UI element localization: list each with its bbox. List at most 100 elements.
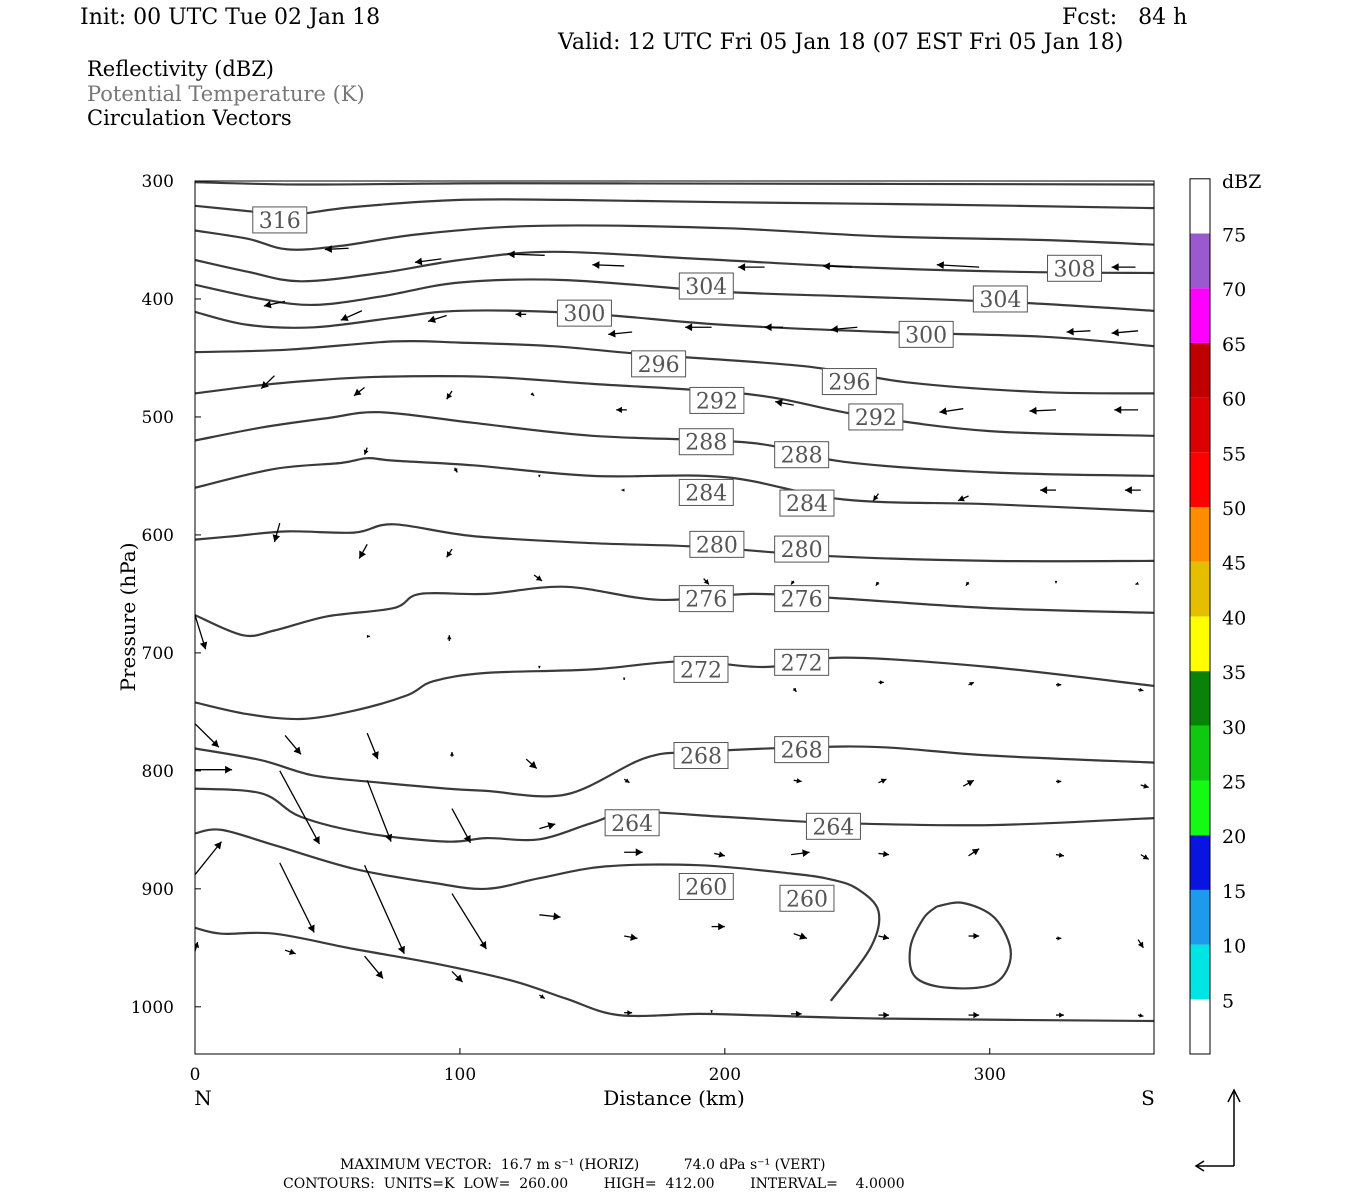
contour-label-box [779,884,835,912]
contour-label-box [972,285,1028,313]
circulation-vector [364,955,384,979]
vector-head [530,392,535,396]
vector-shaft [279,770,321,845]
contour-label-text: 296 [828,371,870,396]
contour-label-text: 276 [781,588,823,613]
vector-head [703,579,709,585]
vector-shaft [363,864,405,954]
contour-labels: 316 308 304 304 300 300 296 296 292 292 288 288 284 2… [252,206,1103,912]
isentrope-line [195,309,1154,348]
circulation-vector [791,1010,802,1018]
forecast-hour-label: Fcst: 84 h [1062,5,1188,30]
vector-head [635,848,643,857]
vector-head [873,494,879,501]
vector-head [622,677,626,681]
vector-head [272,534,281,542]
circulation-vector [878,934,890,941]
vector-head [454,974,463,983]
vector-head [624,778,630,783]
vector-head [1029,406,1037,415]
vector-head [973,932,980,940]
circulation-vector [624,933,638,941]
vector-head [1111,328,1119,337]
circulation-vector [1029,406,1057,415]
contour-label: 280 [689,530,745,558]
circulation-vector [1055,936,1062,941]
contour-label: 296 [821,368,877,396]
y-tick-label: 700 [142,644,174,664]
x-tick-label: 100 [444,1065,476,1085]
vector-head [792,687,797,692]
y-tick-label: 900 [142,880,174,900]
circulation-vector [284,948,296,955]
circulation-vector [872,493,880,502]
init-time-label: Init: 00 UTC Tue 02 Jan 18 [80,5,381,30]
contour-label: 284 [779,489,835,517]
colorbar-frame [1189,178,1211,1055]
contour-label-box [774,441,830,469]
isentrope-line [195,198,1154,217]
vector-head [718,851,725,858]
colorbar-segment [1190,999,1210,1054]
contour-label: 288 [774,441,830,469]
circulation-vector [451,808,472,844]
circulation-vector [1114,406,1139,414]
vector-head [802,849,810,857]
contour-label: 292 [689,386,745,414]
vector-head [883,850,890,858]
vector-head [1111,263,1119,271]
vector-head [791,580,795,585]
circulation-vector [710,1010,713,1013]
vector-head [515,311,522,318]
y-tick-label: 500 [142,408,174,428]
circulation-vector [962,779,975,787]
vector-head [592,261,600,269]
contour-label-text: 268 [781,739,823,764]
vector-head [616,406,622,414]
circulation-vector [1040,486,1056,494]
colorbar-tick-label: 55 [1222,443,1246,465]
circulation-vector [622,677,626,681]
plot-frame [194,180,1155,1055]
y-tick-label: 1000 [131,998,174,1018]
vector-head [630,933,638,941]
colorbar-segment [1190,725,1210,781]
axes: 300 400 500 600 700 800 900 1000 0 100 200 300 Dista… [116,172,1155,1110]
colorbar-tick-label: 65 [1222,334,1246,356]
circulation-vector [453,467,458,473]
circulation-vector [353,386,365,397]
contour-label: 288 [678,428,734,456]
contour-label-text: 292 [855,406,897,431]
circulation-vector [878,850,890,858]
vector-head [621,488,625,492]
isentrope-line [195,457,1154,513]
contour-label-box [1047,254,1103,282]
contour-label-text: 272 [781,651,823,676]
vector-shaft [195,841,222,876]
contour-label: 296 [631,350,687,378]
circulation-vector [1140,854,1150,860]
circulation-vector [366,732,379,760]
y-tick-label: 800 [142,762,174,782]
vector-head [528,761,537,769]
vector-head [1059,1012,1064,1018]
vector-head [939,407,947,416]
vector-head [539,994,545,999]
vector-head [1135,581,1139,585]
colorbar-segment [1190,288,1210,343]
vector-head [366,634,370,638]
contour-label-text: 260 [786,887,828,912]
contour-label-text: 284 [786,492,828,517]
contour-label: 316 [252,206,308,234]
circulation-vector [968,1011,980,1019]
isentrope-line [908,901,1012,990]
vector-head [211,739,219,748]
vector-head [880,778,887,784]
vector-head [428,315,436,323]
contour-label-box [805,812,861,840]
vector-head [1114,406,1122,414]
colorbar-segment [1190,671,1210,726]
contour-label-text: 264 [611,812,653,837]
contour-label-text: 300 [563,302,605,327]
circulation-vector [195,765,233,774]
